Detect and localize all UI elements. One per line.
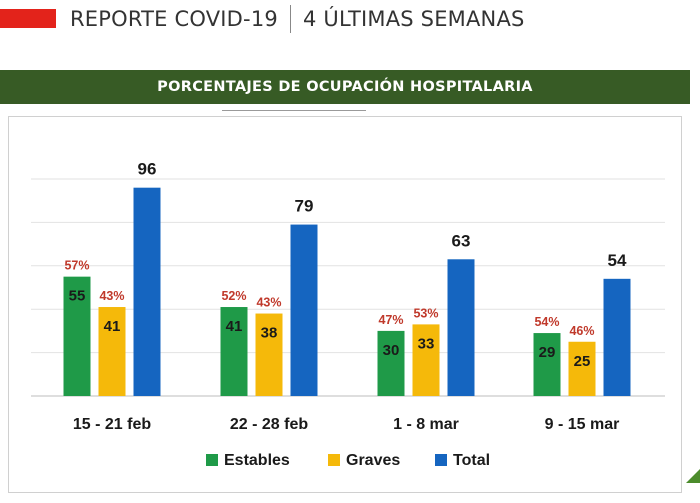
report-subtitle: 4 ÚLTIMAS SEMANAS [302, 7, 525, 31]
legend-label-graves: Graves [346, 452, 400, 469]
category-label: 22 - 28 feb [230, 416, 308, 433]
category-label: 1 - 8 mar [393, 416, 459, 433]
bar-value-label: 33 [418, 335, 435, 352]
bar-total-label: 96 [138, 160, 157, 179]
header-divider [289, 5, 291, 33]
bar-total-label: 54 [608, 251, 627, 270]
bar-percent-label: 43% [256, 296, 281, 310]
section-banner: PORCENTAJES DE OCUPACIÓN HOSPITALARIA [0, 70, 690, 104]
bar-value-label: 41 [104, 318, 121, 335]
bar-percent-label: 53% [413, 306, 438, 320]
bar-value-label: 38 [261, 325, 278, 342]
report-header: REPORTE COVID-19 4 ÚLTIMAS SEMANAS [70, 4, 525, 34]
bar-total [603, 278, 631, 396]
corner-decoration [686, 469, 700, 483]
bar-graves [255, 313, 283, 396]
category-label: 9 - 15 mar [545, 416, 620, 433]
bar-percent-label: 47% [378, 313, 403, 327]
bar-total [290, 224, 318, 396]
banner-underline [222, 110, 366, 111]
hospital-occupancy-chart: 55 57% 41 43% 96 15 - 21 feb 41 52% 38 43% 79 22 - … [31, 160, 665, 469]
legend-swatch-total [435, 454, 447, 466]
bar-total-label: 79 [295, 197, 314, 216]
bar-total [133, 187, 161, 396]
bar-percent-label: 46% [569, 324, 594, 338]
chart-frame: 55 57% 41 43% 96 15 - 21 feb 41 52% 38 43% 79 22 - … [8, 116, 682, 493]
category-label: 15 - 21 feb [73, 416, 151, 433]
section-title: PORCENTAJES DE OCUPACIÓN HOSPITALARIA [157, 79, 533, 95]
bar-estables [63, 276, 91, 396]
bar-percent-label: 43% [99, 289, 124, 303]
header-accent-bar [0, 9, 56, 28]
bar-value-label: 25 [574, 353, 591, 370]
bar-percent-label: 52% [221, 289, 246, 303]
bar-percent-label: 54% [534, 315, 559, 329]
bar-graves [98, 307, 126, 396]
bar-value-label: 29 [539, 344, 556, 361]
legend-swatch-estables [206, 454, 218, 466]
bar-total [447, 259, 475, 396]
bar-value-label: 41 [226, 318, 243, 335]
report-title: REPORTE COVID-19 [70, 7, 278, 31]
legend-label-total: Total [453, 452, 490, 469]
bar-graves [412, 324, 440, 396]
bar-value-label: 30 [383, 342, 400, 359]
legend-swatch-graves [328, 454, 340, 466]
bar-total-label: 63 [452, 231, 471, 250]
bar-value-label: 55 [69, 288, 86, 305]
bar-graves [568, 341, 596, 396]
legend-label-estables: Estables [224, 452, 290, 469]
bar-estables [220, 307, 248, 396]
bar-estables [377, 330, 405, 396]
bar-percent-label: 57% [64, 259, 89, 273]
bar-estables [533, 333, 561, 396]
